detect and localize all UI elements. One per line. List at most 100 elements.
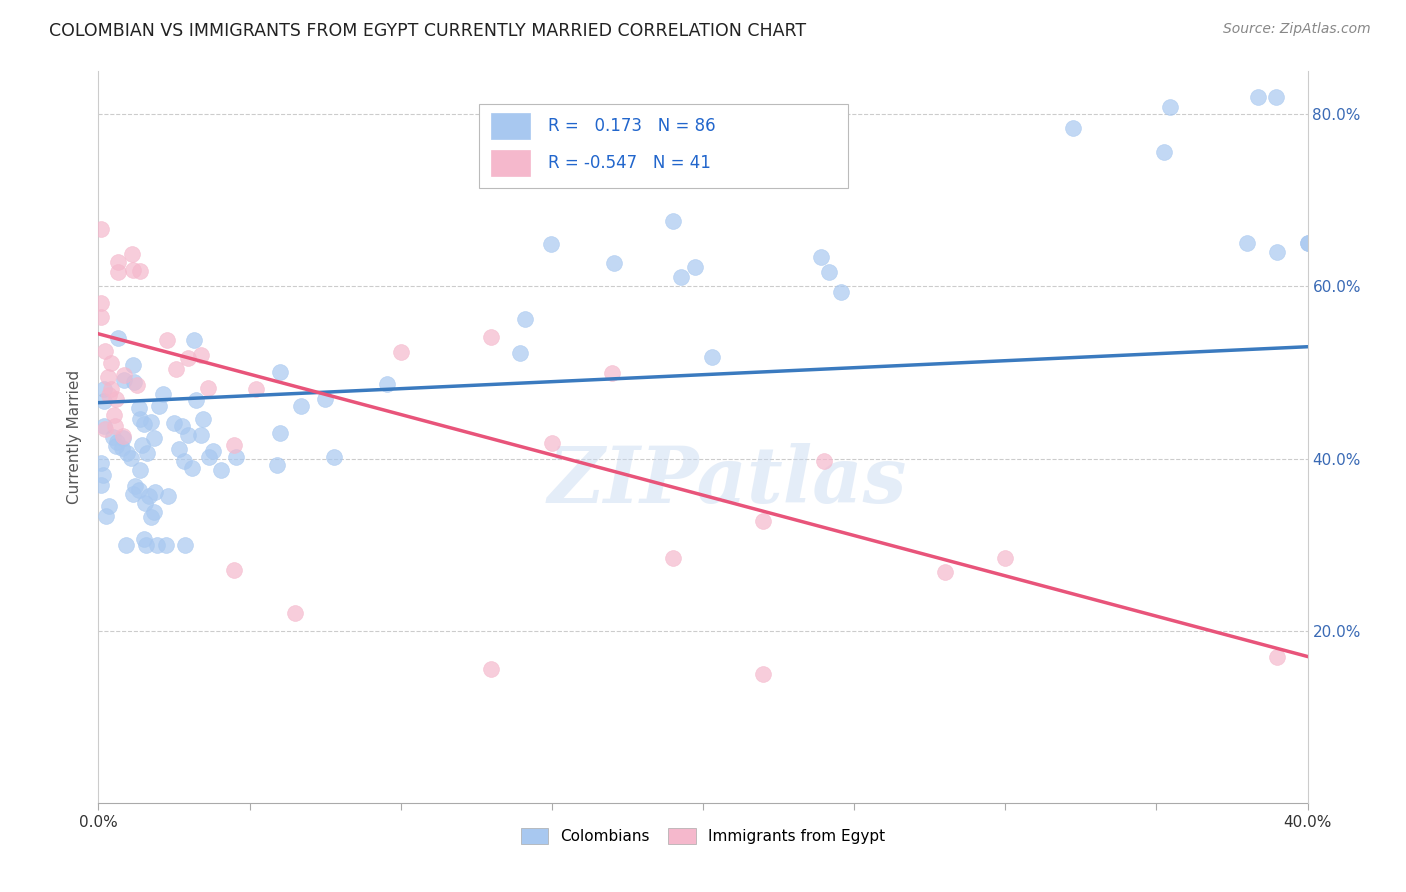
Point (94, 508, 117, 523)
Point (190, 428, 212, 442)
Point (481, 329, 503, 343)
Point (98, 388, 121, 402)
Point (107, 265, 129, 279)
Point (1236, 236, 1258, 251)
Point (1264, 90, 1286, 104)
Point (105, 434, 128, 449)
Point (132, 532, 155, 546)
Point (269, 365, 291, 379)
Point (131, 438, 153, 452)
Point (481, 662, 503, 676)
Point (100, 382, 122, 396)
Point (163, 416, 186, 430)
Point (107, 255, 129, 269)
Point (90, 296, 112, 310)
Point (201, 444, 224, 458)
Point (121, 246, 143, 260)
Point (1267, 649, 1289, 664)
Point (662, 214, 685, 228)
Point (90, 222, 112, 236)
Point (138, 490, 160, 504)
Point (124, 479, 146, 493)
Point (152, 386, 174, 401)
Point (723, 142, 745, 156)
Point (90, 456, 112, 470)
Point (134, 496, 156, 510)
Point (104, 418, 127, 433)
Point (129, 411, 152, 425)
Point (193, 412, 215, 426)
Y-axis label: Currently Married: Currently Married (67, 370, 83, 504)
Point (602, 366, 624, 380)
Point (128, 264, 150, 278)
Point (180, 461, 202, 475)
Point (93, 382, 115, 396)
Text: COLOMBIAN VS IMMIGRANTS FROM EGYPT CURRENTLY MARRIED CORRELATION CHART: COLOMBIAN VS IMMIGRANTS FROM EGYPT CURRE… (49, 22, 806, 40)
Point (173, 454, 195, 468)
Point (509, 345, 531, 359)
Point (156, 334, 179, 348)
Point (314, 392, 336, 406)
Point (111, 441, 134, 455)
Point (813, 454, 835, 468)
Point (174, 538, 197, 552)
Point (121, 358, 143, 372)
Text: R =   0.173   N = 86: R = 0.173 N = 86 (548, 117, 716, 136)
Point (111, 431, 134, 445)
Point (603, 256, 626, 270)
Point (90, 478, 112, 492)
Point (148, 400, 170, 414)
Point (115, 445, 138, 459)
Point (1296, 236, 1319, 251)
Point (143, 505, 166, 519)
Point (104, 392, 127, 406)
Point (170, 419, 193, 434)
Point (122, 487, 145, 501)
Point (94, 422, 117, 436)
Point (224, 564, 246, 578)
Point (97, 370, 120, 384)
Point (135, 538, 157, 552)
Point (245, 382, 267, 396)
Point (132, 417, 155, 431)
Point (1247, 90, 1270, 104)
Point (128, 401, 150, 415)
Point (1159, 100, 1181, 114)
Point (93, 418, 115, 433)
Text: R = -0.547   N = 41: R = -0.547 N = 41 (548, 153, 711, 172)
Point (146, 538, 169, 552)
Point (112, 368, 135, 382)
Point (115, 538, 138, 552)
Point (136, 446, 159, 460)
Point (284, 607, 307, 621)
Point (994, 551, 1017, 566)
Text: Source: ZipAtlas.com: Source: ZipAtlas.com (1223, 22, 1371, 37)
Point (1153, 145, 1175, 159)
FancyBboxPatch shape (479, 104, 848, 188)
Point (752, 514, 775, 528)
Text: ZIPatlas: ZIPatlas (547, 442, 907, 519)
Point (103, 409, 125, 423)
Point (165, 361, 187, 376)
Point (540, 237, 562, 252)
Point (211, 463, 233, 477)
Point (103, 430, 125, 444)
Point (513, 311, 536, 326)
Point (752, 666, 775, 681)
Point (540, 436, 562, 450)
Point (934, 566, 956, 580)
Point (702, 350, 724, 364)
Point (225, 450, 247, 464)
Point (98, 499, 121, 513)
Point (100, 355, 122, 369)
Point (810, 250, 832, 264)
Point (122, 263, 145, 277)
Point (139, 510, 162, 524)
FancyBboxPatch shape (492, 150, 530, 176)
Legend: Colombians, Immigrants from Egypt: Colombians, Immigrants from Egypt (515, 822, 891, 850)
Point (1267, 245, 1289, 260)
Point (139, 415, 162, 429)
Point (122, 376, 145, 390)
Point (155, 538, 177, 552)
Point (93, 394, 115, 409)
